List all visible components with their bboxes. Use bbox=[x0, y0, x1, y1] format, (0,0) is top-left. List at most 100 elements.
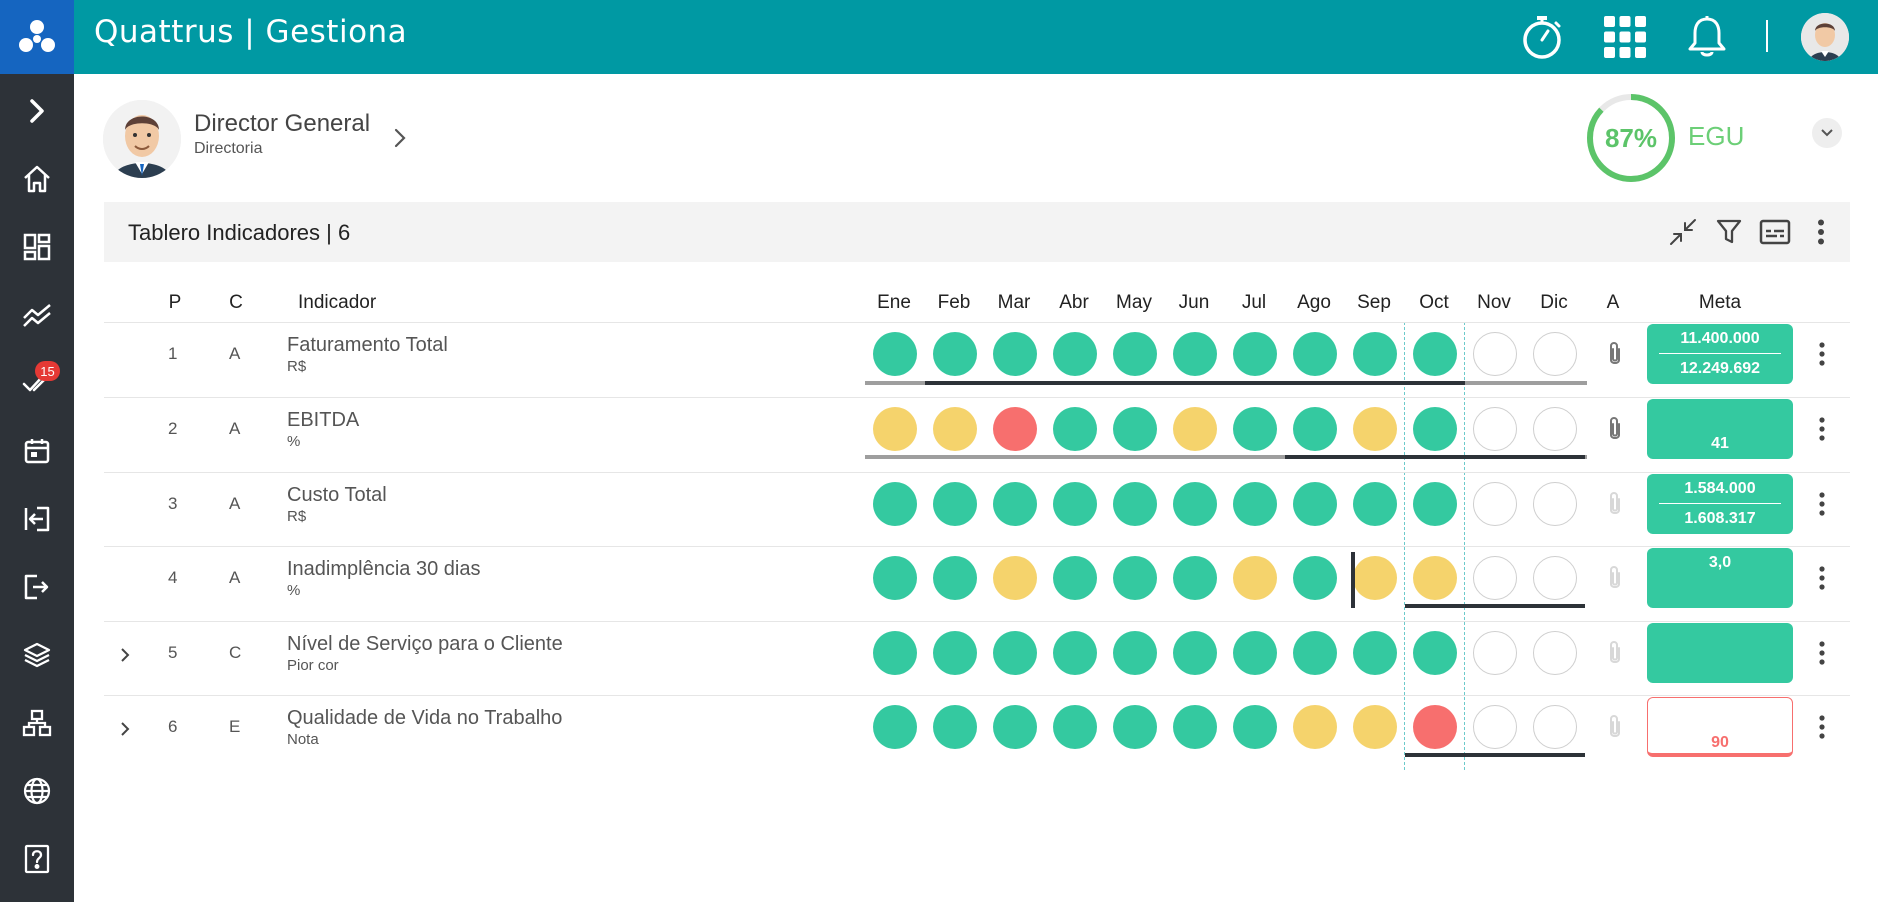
status-dot-jun[interactable] bbox=[1173, 332, 1217, 376]
status-dot-mar[interactable] bbox=[993, 332, 1037, 376]
paperclip-icon[interactable] bbox=[1604, 414, 1626, 444]
column-header-attachments[interactable]: A bbox=[1606, 292, 1620, 313]
status-dot-oct[interactable] bbox=[1413, 631, 1457, 675]
status-dot-jun[interactable] bbox=[1173, 556, 1217, 600]
row-menu-icon[interactable] bbox=[1812, 336, 1832, 372]
status-dot-nov[interactable] bbox=[1473, 482, 1517, 526]
trend-icon[interactable] bbox=[12, 290, 62, 340]
status-dot-dic[interactable] bbox=[1533, 556, 1577, 600]
status-dot-sep[interactable] bbox=[1353, 482, 1397, 526]
status-dot-ago[interactable] bbox=[1293, 631, 1337, 675]
status-dot-jun[interactable] bbox=[1173, 705, 1217, 749]
status-dot-jun[interactable] bbox=[1173, 482, 1217, 526]
collapse-arrows-icon[interactable] bbox=[1664, 213, 1702, 251]
expand-icon[interactable] bbox=[12, 86, 62, 136]
status-dot-nov[interactable] bbox=[1473, 556, 1517, 600]
more-vertical-icon[interactable] bbox=[1802, 213, 1840, 251]
dashboard-icon[interactable] bbox=[12, 222, 62, 272]
home-icon[interactable] bbox=[12, 154, 62, 204]
meta-target-box[interactable]: 1.584.000 1.608.317 bbox=[1647, 474, 1793, 534]
status-dot-sep[interactable] bbox=[1353, 705, 1397, 749]
user-avatar[interactable] bbox=[1801, 13, 1849, 61]
status-dot-jun[interactable] bbox=[1173, 631, 1217, 675]
status-dot-sep[interactable] bbox=[1353, 556, 1397, 600]
status-dot-sep[interactable] bbox=[1353, 631, 1397, 675]
status-dot-may[interactable] bbox=[1113, 332, 1157, 376]
indicator-name[interactable]: Inadimplência 30 dias bbox=[287, 558, 481, 580]
status-dot-ene[interactable] bbox=[873, 482, 917, 526]
status-dot-nov[interactable] bbox=[1473, 631, 1517, 675]
status-dot-jul[interactable] bbox=[1233, 556, 1277, 600]
status-dot-sep[interactable] bbox=[1353, 407, 1397, 451]
status-dot-jun[interactable] bbox=[1173, 407, 1217, 451]
bell-icon[interactable] bbox=[1682, 12, 1732, 62]
status-dot-abr[interactable] bbox=[1053, 556, 1097, 600]
stopwatch-icon[interactable] bbox=[1517, 12, 1567, 62]
indicator-name[interactable]: Nível de Serviço para o Cliente bbox=[287, 633, 563, 655]
status-dot-dic[interactable] bbox=[1533, 631, 1577, 675]
app-logo[interactable] bbox=[0, 0, 74, 74]
column-header-indicator[interactable]: Indicador bbox=[298, 292, 377, 313]
status-dot-ene[interactable] bbox=[873, 705, 917, 749]
status-dot-nov[interactable] bbox=[1473, 407, 1517, 451]
row-menu-icon[interactable] bbox=[1812, 411, 1832, 447]
status-dot-ene[interactable] bbox=[873, 631, 917, 675]
status-dot-may[interactable] bbox=[1113, 407, 1157, 451]
status-dot-ene[interactable] bbox=[873, 556, 917, 600]
indicator-name[interactable]: Faturamento Total bbox=[287, 334, 448, 356]
status-dot-jul[interactable] bbox=[1233, 482, 1277, 526]
chevron-right-icon[interactable] bbox=[388, 125, 412, 151]
status-dot-ago[interactable] bbox=[1293, 556, 1337, 600]
table-row[interactable] bbox=[104, 397, 1850, 472]
expand-row-chevron-icon[interactable] bbox=[116, 644, 134, 666]
status-dot-oct[interactable] bbox=[1413, 407, 1457, 451]
row-menu-icon[interactable] bbox=[1812, 560, 1832, 596]
column-header-c[interactable]: C bbox=[229, 292, 243, 313]
status-dot-oct[interactable] bbox=[1413, 705, 1457, 749]
globe-icon[interactable] bbox=[12, 766, 62, 816]
status-dot-may[interactable] bbox=[1113, 631, 1157, 675]
status-dot-abr[interactable] bbox=[1053, 631, 1097, 675]
status-dot-feb[interactable] bbox=[933, 482, 977, 526]
status-dot-nov[interactable] bbox=[1473, 705, 1517, 749]
indicator-name[interactable]: Qualidade de Vida no Trabalho bbox=[287, 707, 563, 729]
status-dot-mar[interactable] bbox=[993, 705, 1037, 749]
column-header-p[interactable]: P bbox=[168, 292, 182, 313]
status-dot-abr[interactable] bbox=[1053, 482, 1097, 526]
status-dot-abr[interactable] bbox=[1053, 705, 1097, 749]
status-dot-may[interactable] bbox=[1113, 482, 1157, 526]
layers-icon[interactable] bbox=[12, 630, 62, 680]
meta-target-box[interactable]: 11.400.000 12.249.692 bbox=[1647, 324, 1793, 384]
status-dot-ago[interactable] bbox=[1293, 332, 1337, 376]
paperclip-icon[interactable] bbox=[1604, 339, 1626, 369]
row-menu-icon[interactable] bbox=[1812, 635, 1832, 671]
status-dot-abr[interactable] bbox=[1053, 407, 1097, 451]
status-dot-nov[interactable] bbox=[1473, 332, 1517, 376]
status-dot-jul[interactable] bbox=[1233, 631, 1277, 675]
status-dot-feb[interactable] bbox=[933, 332, 977, 376]
status-dot-ene[interactable] bbox=[873, 332, 917, 376]
paperclip-icon[interactable] bbox=[1604, 712, 1626, 742]
status-dot-oct[interactable] bbox=[1413, 556, 1457, 600]
status-dot-ene[interactable] bbox=[873, 407, 917, 451]
row-menu-icon[interactable] bbox=[1812, 486, 1832, 522]
status-dot-abr[interactable] bbox=[1053, 332, 1097, 376]
status-dot-dic[interactable] bbox=[1533, 332, 1577, 376]
apps-grid-icon[interactable] bbox=[1600, 12, 1650, 62]
status-dot-feb[interactable] bbox=[933, 407, 977, 451]
filter-icon[interactable] bbox=[1710, 213, 1748, 251]
status-dot-sep[interactable] bbox=[1353, 332, 1397, 376]
status-dot-mar[interactable] bbox=[993, 407, 1037, 451]
status-dot-feb[interactable] bbox=[933, 631, 977, 675]
status-dot-jul[interactable] bbox=[1233, 332, 1277, 376]
logout-icon[interactable] bbox=[12, 562, 62, 612]
status-dot-dic[interactable] bbox=[1533, 407, 1577, 451]
meta-target-box[interactable]: 90 bbox=[1647, 697, 1793, 757]
meta-target-box[interactable] bbox=[1647, 623, 1793, 683]
status-dot-may[interactable] bbox=[1113, 556, 1157, 600]
status-dot-feb[interactable] bbox=[933, 705, 977, 749]
collapse-toggle-button[interactable] bbox=[1812, 118, 1842, 148]
meta-target-box[interactable]: 41 bbox=[1647, 399, 1793, 459]
status-dot-mar[interactable] bbox=[993, 631, 1037, 675]
indicator-name[interactable]: EBITDA bbox=[287, 409, 360, 431]
